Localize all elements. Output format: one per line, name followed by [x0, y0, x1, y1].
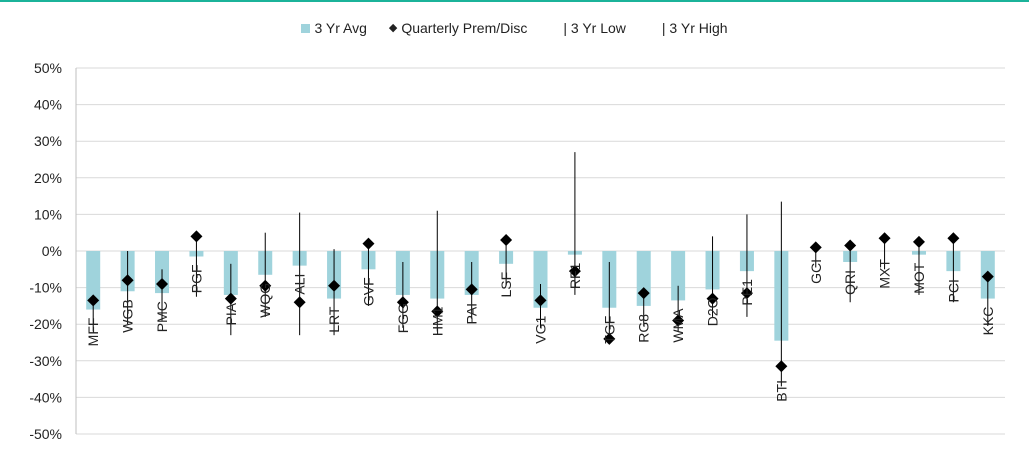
x-tick-label: WQG	[257, 283, 273, 318]
x-tick-label: GVF	[360, 277, 376, 306]
y-tick-label: -20%	[29, 316, 62, 332]
x-tick-label: HM1	[429, 306, 445, 336]
prem-marker	[637, 287, 650, 300]
prem-marker	[259, 279, 272, 292]
prem-marker	[500, 234, 513, 247]
prem-marker	[568, 265, 581, 278]
legend-label-avg: 3 Yr Avg	[314, 20, 367, 36]
prem-marker	[396, 296, 409, 309]
x-tick-label: MXT	[877, 259, 893, 289]
legend-item-prem: ◆ Quarterly Prem/Disc	[389, 20, 528, 36]
legend-swatch-avg	[301, 23, 311, 33]
legend-label-high: | 3 Yr High	[661, 20, 728, 36]
prem-marker	[465, 283, 478, 296]
prem-markers	[87, 230, 994, 373]
legend-item-avg: 3 Yr Avg	[301, 20, 367, 36]
prem-marker	[981, 270, 994, 283]
x-tick-label: WGB	[120, 299, 136, 332]
y-tick-label: 50%	[34, 60, 62, 76]
prem-marker	[431, 305, 444, 318]
prem-marker	[362, 237, 375, 250]
prem-marker	[190, 230, 203, 243]
x-tick-label: D2O	[705, 297, 721, 326]
x-tick-label: LRT	[326, 306, 342, 333]
prem-marker	[293, 296, 306, 309]
y-tick-label: -10%	[29, 280, 62, 296]
prem-marker	[603, 332, 616, 345]
x-tick-label: PAI	[464, 303, 480, 325]
y-tick-label: 40%	[34, 97, 62, 113]
legend-marker-prem: ◆	[388, 21, 398, 34]
y-tick-label: 0%	[42, 243, 62, 259]
y-tick-label: -30%	[29, 353, 62, 369]
y-tick-label: -50%	[29, 426, 62, 442]
prem-marker	[328, 279, 341, 292]
prem-marker	[775, 360, 788, 373]
x-tick-label: MOT	[911, 262, 927, 294]
x-tick-label: PE1	[739, 279, 755, 306]
x-tick-label: BTI	[773, 380, 789, 402]
avg-bar	[533, 251, 548, 308]
range-lines	[92, 152, 989, 387]
y-tick-label: 10%	[34, 206, 62, 222]
x-tick-label: LSF	[498, 272, 514, 298]
y-tick-label: 20%	[34, 170, 62, 186]
x-tick-label: PGF	[188, 264, 204, 293]
x-tick-label: QRI	[842, 270, 858, 295]
legend-label-prem: Quarterly Prem/Disc	[401, 20, 528, 36]
prem-marker	[706, 292, 719, 305]
prem-marker	[878, 232, 891, 245]
y-axis-ticks: 50% 40% 30% 20% 10% 0% -10% -20% -30% -40% -50%	[29, 60, 62, 442]
x-tick-label: FGG	[395, 303, 411, 333]
prem-marker	[844, 239, 857, 252]
prem-marker	[534, 294, 547, 307]
y-tick-label: 30%	[34, 133, 62, 149]
legend-item-high: | 3 Yr High	[662, 20, 728, 36]
legend-label-low: | 3 Yr Low	[563, 20, 626, 36]
x-tick-label: GCI	[808, 259, 824, 284]
x-tick-label: KKC	[980, 307, 996, 336]
chart-legend: 3 Yr Avg ◆ Quarterly Prem/Disc | 3 Yr Lo…	[0, 18, 1029, 38]
prem-marker	[121, 274, 134, 287]
x-axis-labels: MFF WGB PMC PGF PIA WQG ALI LRT GVF FGG HM1 PAI LSF V…	[85, 259, 996, 402]
prem-marker	[809, 241, 822, 254]
x-tick-label: WMA	[670, 308, 686, 343]
prem-marker	[672, 314, 685, 327]
y-tick-label: -40%	[29, 389, 62, 405]
avg-bar	[86, 251, 101, 310]
legend-item-low: | 3 Yr Low	[563, 20, 626, 36]
prem-marker	[740, 287, 753, 300]
x-tick-label: ALI	[292, 274, 308, 295]
prem-marker	[947, 232, 960, 245]
x-tick-label: VG1	[533, 316, 549, 344]
prem-marker	[912, 235, 925, 248]
x-tick-label: RG8	[636, 314, 652, 343]
prem-marker	[87, 294, 100, 307]
x-tick-label: PIA	[223, 302, 239, 325]
x-tick-label: MFF	[85, 318, 101, 347]
x-tick-label: RF1	[567, 262, 583, 289]
x-tick-label: TGF	[601, 316, 617, 344]
x-tick-label: PCI	[945, 279, 961, 302]
prem-marker	[224, 292, 237, 305]
top-accent-line	[0, 0, 1029, 2]
x-tick-label: PMC	[154, 301, 170, 332]
avg-bar	[671, 251, 686, 301]
prem-marker	[156, 277, 169, 290]
